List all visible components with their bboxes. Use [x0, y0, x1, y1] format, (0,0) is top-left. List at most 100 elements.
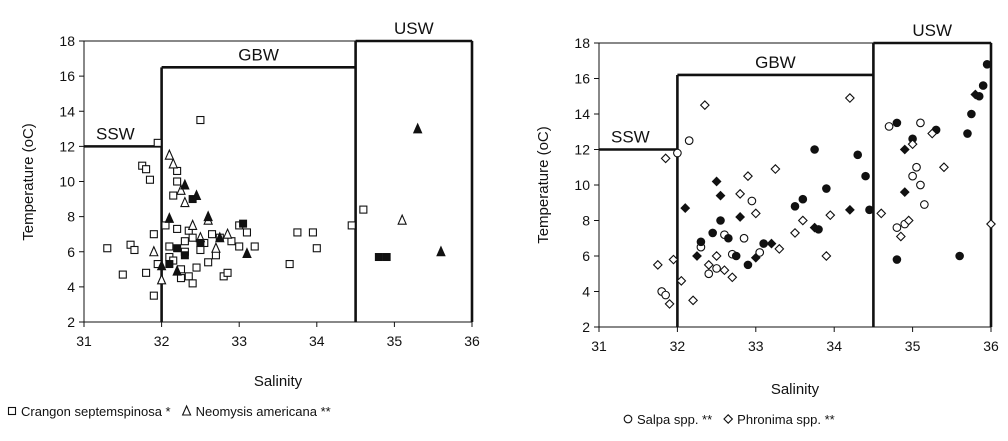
- data-point-open-diamond: [797, 215, 808, 226]
- data-point-open-triangle: [176, 183, 186, 195]
- data-point-filled-circle: [892, 255, 902, 264]
- data-point-open-diamond: [821, 251, 832, 261]
- water-mass-label-ssw: SSW: [611, 128, 650, 147]
- data-point-filled-square: [239, 219, 248, 228]
- y-tick-label: 2: [582, 319, 590, 335]
- data-point-open-diamond: [668, 254, 679, 265]
- water-mass-labels: SSW GBW USW: [96, 19, 434, 143]
- data-point-open-triangle: [211, 241, 221, 253]
- data-point-open-circle: [704, 269, 714, 279]
- data-point-open-square: [196, 115, 205, 125]
- y-tick-label: 4: [67, 279, 75, 295]
- data-point-filled-diamond: [711, 176, 722, 187]
- data-point-open-circle: [673, 148, 682, 158]
- data-point-open-square: [227, 237, 236, 246]
- data-point-filled-triangle: [436, 245, 446, 257]
- data-points: [103, 115, 446, 300]
- data-point-open-square: [312, 244, 321, 253]
- data-point-open-diamond: [903, 215, 914, 226]
- data-point-filled-circle: [708, 228, 717, 238]
- water-mass-labels: SSW GBW USW: [611, 21, 952, 147]
- data-point-open-circle: [739, 233, 749, 243]
- data-point-filled-square: [374, 253, 383, 262]
- data-point-open-diamond: [688, 295, 699, 306]
- plot-frame: [598, 42, 992, 328]
- data-point-open-square: [165, 242, 174, 251]
- data-point-open-square: [308, 228, 317, 237]
- data-point-open-circle: [755, 248, 765, 257]
- water-mass-label-gbw: GBW: [755, 53, 796, 72]
- data-point-open-diamond: [770, 164, 781, 175]
- data-point-open-diamond: [927, 128, 938, 139]
- data-point-open-diamond: [699, 100, 710, 111]
- legend-marker-open-diamond: [723, 414, 734, 424]
- y-tick-label: 8: [582, 213, 590, 229]
- data-point-filled-circle: [861, 171, 870, 181]
- legend-marker-open-circle: [623, 414, 633, 424]
- data-point-open-circle: [884, 122, 894, 131]
- y-tick-label: 10: [59, 174, 75, 190]
- data-point-open-square: [223, 268, 232, 277]
- data-point-filled-circle: [967, 109, 976, 119]
- data-point-open-circle: [912, 162, 921, 172]
- data-point-open-square: [192, 263, 201, 272]
- x-tick-label: 36: [983, 338, 999, 354]
- y-tick-label: 2: [67, 314, 75, 330]
- legend-label: Phronima spp. **: [737, 412, 835, 427]
- data-point-filled-circle: [978, 81, 988, 90]
- legend-label: Salpa spp. **: [637, 412, 712, 427]
- y-tick-label: 6: [582, 248, 590, 264]
- y-axis-ticks: 2 4 6 8 10 12 14 16 18: [59, 33, 84, 330]
- x-tick-label: 33: [231, 333, 247, 349]
- data-point-open-triangle: [180, 196, 190, 208]
- data-point-open-square: [118, 270, 127, 279]
- data-point-open-circle: [684, 136, 694, 145]
- data-point-open-diamond: [895, 231, 906, 242]
- data-point-filled-triangle: [180, 178, 190, 190]
- data-point-open-square: [142, 165, 151, 174]
- data-point-filled-triangle: [172, 264, 182, 276]
- data-point-filled-triangle: [203, 210, 213, 222]
- data-point-open-square: [145, 175, 155, 184]
- data-point-open-square: [173, 177, 182, 186]
- data-point-filled-diamond: [899, 144, 910, 155]
- data-point-filled-circle: [955, 251, 964, 261]
- chart-crustaceans: SSW GBW USW 31 32 33 34 35 36 2 4 6 8 10 12 14 16 18 Sa…: [7, 19, 480, 419]
- data-point-open-triangle: [397, 213, 408, 225]
- data-point-filled-circle: [982, 60, 992, 69]
- data-point-filled-circle: [865, 205, 874, 215]
- data-point-open-circle: [916, 180, 925, 190]
- data-point-open-circle: [920, 200, 929, 209]
- x-tick-label: 36: [464, 333, 480, 349]
- data-point-open-diamond: [711, 251, 722, 261]
- y-axis-label: Temperature (oC): [535, 126, 552, 244]
- data-point-open-square: [242, 228, 252, 237]
- data-point-open-circle: [747, 196, 757, 206]
- y-axis-ticks: 2 4 6 8 10 12 14 16 18: [574, 35, 599, 335]
- data-point-filled-circle: [716, 216, 725, 225]
- y-tick-label: 4: [582, 284, 590, 300]
- x-axis-label: Salinity: [254, 373, 303, 390]
- x-tick-label: 31: [76, 333, 92, 349]
- x-tick-label: 32: [154, 333, 170, 349]
- data-point-filled-triangle: [215, 231, 225, 243]
- data-point-filled-circle: [696, 237, 706, 247]
- data-point-open-circle: [916, 118, 925, 128]
- legend: Salpa spp. ** Phronima spp. **: [623, 412, 835, 427]
- water-mass-boundaries: [599, 41, 993, 327]
- data-point-open-diamond: [790, 227, 800, 238]
- chart-gelatinous-zooplankton: SSW GBW USW 31 32 33 34 35 36 2 4 6 8 10 12 14 16 18 Sa…: [535, 21, 999, 427]
- data-point-open-square: [130, 245, 139, 255]
- data-point-open-square: [207, 230, 217, 239]
- data-point-filled-circle: [790, 202, 800, 211]
- x-tick-label: 35: [905, 338, 921, 354]
- water-mass-label-gbw: GBW: [238, 45, 279, 64]
- data-point-open-square: [293, 228, 302, 237]
- legend-marker-open-triangle: [181, 404, 192, 416]
- data-point-open-square: [149, 291, 158, 300]
- data-point-open-triangle: [156, 273, 167, 285]
- data-point-filled-diamond: [735, 212, 746, 222]
- data-point-filled-square: [382, 253, 391, 262]
- data-point-open-square: [169, 191, 178, 200]
- y-tick-label: 18: [59, 33, 75, 49]
